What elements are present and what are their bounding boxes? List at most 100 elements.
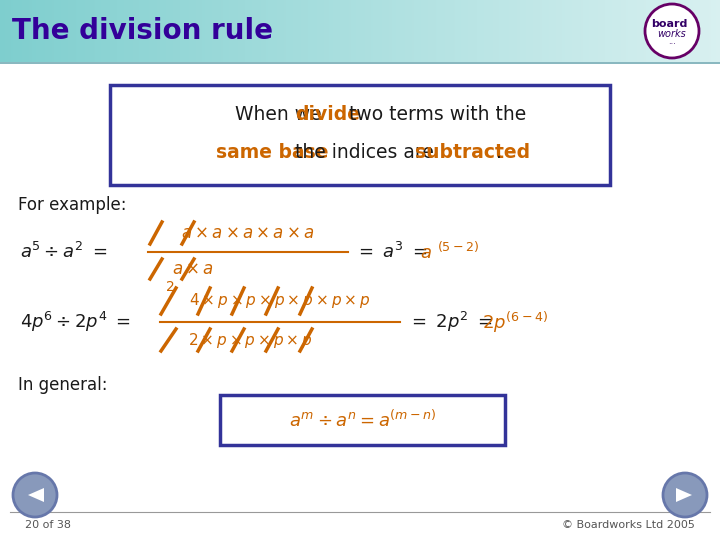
- Bar: [510, 0, 512, 62]
- Bar: [342, 0, 345, 62]
- Bar: [6, 0, 8, 62]
- Bar: [125, 0, 127, 62]
- Bar: [534, 0, 537, 62]
- Bar: [459, 0, 462, 62]
- Bar: [42, 0, 44, 62]
- Bar: [423, 0, 426, 62]
- Bar: [385, 0, 388, 62]
- Bar: [580, 0, 582, 62]
- Bar: [452, 0, 454, 62]
- Bar: [576, 0, 579, 62]
- Bar: [376, 0, 379, 62]
- Bar: [529, 0, 532, 62]
- Text: $a \times a \times a \times a \times a$: $a \times a \times a \times a \times a$: [181, 224, 315, 242]
- Bar: [193, 0, 195, 62]
- Bar: [648, 0, 651, 62]
- FancyBboxPatch shape: [220, 395, 505, 445]
- Bar: [297, 0, 300, 62]
- Bar: [241, 0, 244, 62]
- Bar: [536, 0, 539, 62]
- Circle shape: [13, 473, 57, 517]
- Bar: [644, 0, 647, 62]
- Bar: [53, 0, 55, 62]
- Bar: [30, 0, 33, 62]
- Bar: [418, 0, 420, 62]
- Bar: [71, 0, 73, 62]
- Bar: [29, 0, 32, 62]
- Bar: [503, 0, 505, 62]
- Bar: [207, 0, 210, 62]
- Bar: [436, 0, 438, 62]
- Bar: [639, 0, 642, 62]
- Bar: [613, 0, 616, 62]
- Bar: [380, 0, 382, 62]
- Bar: [78, 0, 80, 62]
- Bar: [95, 0, 98, 62]
- Bar: [0, 0, 3, 62]
- Bar: [523, 0, 526, 62]
- Bar: [132, 0, 134, 62]
- Bar: [562, 0, 564, 62]
- Bar: [223, 0, 226, 62]
- Bar: [467, 0, 469, 62]
- Bar: [236, 0, 238, 62]
- Bar: [649, 0, 652, 62]
- Bar: [513, 0, 516, 62]
- Bar: [702, 0, 705, 62]
- Bar: [128, 0, 130, 62]
- Bar: [488, 0, 490, 62]
- Bar: [446, 0, 449, 62]
- Bar: [616, 0, 618, 62]
- Bar: [533, 0, 536, 62]
- Bar: [115, 0, 118, 62]
- Bar: [461, 0, 464, 62]
- Bar: [137, 0, 140, 62]
- Bar: [331, 0, 334, 62]
- Bar: [324, 0, 327, 62]
- Bar: [560, 0, 562, 62]
- Bar: [371, 0, 374, 62]
- Bar: [85, 0, 87, 62]
- Bar: [119, 0, 122, 62]
- Text: $4 \times p \times p \times p \times p \times p \times p$: $4 \times p \times p \times p \times p \…: [189, 292, 371, 310]
- Bar: [690, 0, 692, 62]
- Bar: [107, 0, 109, 62]
- Bar: [698, 0, 701, 62]
- Bar: [43, 0, 46, 62]
- Bar: [261, 0, 264, 62]
- Bar: [254, 0, 256, 62]
- Bar: [421, 0, 424, 62]
- Text: $=\ 2p^2\ =$: $=\ 2p^2\ =$: [408, 310, 492, 334]
- Bar: [191, 0, 194, 62]
- Bar: [356, 0, 359, 62]
- Text: The division rule: The division rule: [12, 17, 273, 45]
- Bar: [76, 0, 78, 62]
- Bar: [498, 0, 501, 62]
- Bar: [126, 0, 129, 62]
- Bar: [234, 0, 237, 62]
- Bar: [504, 0, 507, 62]
- Bar: [481, 0, 483, 62]
- Bar: [11, 0, 14, 62]
- Bar: [569, 0, 572, 62]
- Bar: [4, 0, 6, 62]
- Bar: [553, 0, 555, 62]
- Bar: [301, 0, 303, 62]
- Bar: [59, 0, 62, 62]
- Bar: [287, 0, 289, 62]
- Bar: [101, 0, 104, 62]
- Text: 20 of 38: 20 of 38: [25, 520, 71, 530]
- Bar: [299, 0, 302, 62]
- Bar: [575, 0, 577, 62]
- Bar: [655, 0, 658, 62]
- Bar: [210, 0, 213, 62]
- Bar: [89, 0, 91, 62]
- Bar: [243, 0, 246, 62]
- Bar: [174, 0, 177, 62]
- Text: $2$: $2$: [165, 280, 174, 294]
- Text: two terms with the: two terms with the: [343, 105, 527, 125]
- Bar: [68, 0, 71, 62]
- Bar: [9, 0, 12, 62]
- Bar: [599, 0, 602, 62]
- Bar: [333, 0, 336, 62]
